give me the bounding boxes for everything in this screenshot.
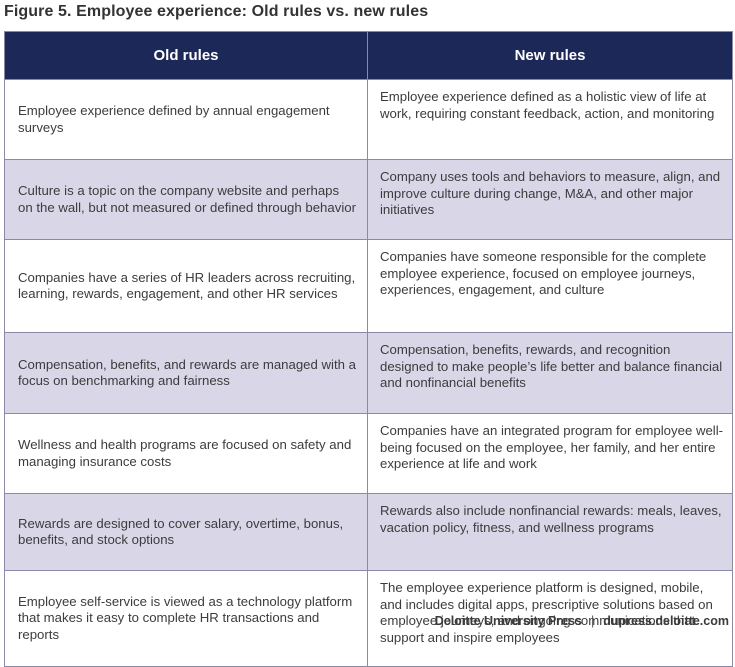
- header-old-rules: Old rules: [4, 31, 368, 80]
- old-rule-cell: Rewards are designed to cover salary, ov…: [4, 493, 368, 571]
- old-rule-text: Employee experience defined by annual en…: [18, 103, 330, 135]
- table-row: Wellness and health programs are focused…: [4, 413, 733, 494]
- publisher-url: dupress.deloitte.com: [603, 614, 729, 628]
- source-credit: Deloitte University Press | dupress.deloit…: [435, 614, 729, 628]
- header-new-rules: New rules: [367, 31, 733, 80]
- old-rule-cell: Employee experience defined by annual en…: [4, 79, 368, 160]
- old-rule-cell: Companies have a series of HR leaders ac…: [4, 239, 368, 333]
- new-rule-text: Companies have an integrated program for…: [380, 423, 724, 471]
- new-rule-cell: Company uses tools and behaviors to meas…: [367, 159, 733, 240]
- table-row: Compensation, benefits, and rewards are …: [4, 332, 733, 414]
- new-rule-text: Company uses tools and behaviors to meas…: [380, 169, 721, 217]
- new-rule-text: Rewards also include nonfinancial reward…: [380, 503, 722, 535]
- table-row: Companies have a series of HR leaders ac…: [4, 239, 733, 333]
- old-rule-text: Wellness and health programs are focused…: [18, 437, 352, 469]
- publisher-name: Deloitte University Press: [434, 614, 583, 628]
- table-row: Rewards are designed to cover salary, ov…: [4, 493, 733, 571]
- old-rule-text: Employee self-service is viewed as a tec…: [18, 593, 353, 642]
- footer-separator: |: [591, 614, 595, 628]
- new-rule-cell: Compensation, benefits, rewards, and rec…: [367, 332, 733, 414]
- new-rule-cell: Companies have an integrated program for…: [367, 413, 733, 494]
- new-rule-text: The employee experience platform is desi…: [380, 580, 713, 645]
- table-row: Culture is a topic on the company websit…: [4, 159, 733, 240]
- new-rule-text: Employee experience defined as a holisti…: [380, 89, 715, 121]
- old-rule-cell: Culture is a topic on the company websit…: [4, 159, 368, 240]
- old-rule-cell: Employee self-service is viewed as a tec…: [4, 570, 368, 667]
- old-rule-cell: Wellness and health programs are focused…: [4, 413, 368, 494]
- new-rule-text: Compensation, benefits, rewards, and rec…: [380, 342, 723, 390]
- table-header-row: Old rules New rules: [4, 31, 733, 80]
- new-rule-text: Companies have someone responsible for t…: [380, 249, 707, 297]
- new-rule-cell: Rewards also include nonfinancial reward…: [367, 493, 733, 571]
- comparison-table: Old rules New rules Employee experience …: [4, 31, 733, 667]
- old-rule-cell: Compensation, benefits, and rewards are …: [4, 332, 368, 414]
- figure-title: Figure 5. Employee experience: Old rules…: [4, 3, 429, 20]
- new-rule-cell: Employee experience defined as a holisti…: [367, 79, 733, 160]
- old-rule-text: Rewards are designed to cover salary, ov…: [18, 515, 344, 548]
- new-rule-cell: Companies have someone responsible for t…: [367, 239, 733, 333]
- old-rule-text: Compensation, benefits, and rewards are …: [18, 356, 356, 389]
- old-rule-text: Companies have a series of HR leaders ac…: [18, 269, 356, 302]
- old-rule-text: Culture is a topic on the company websit…: [18, 183, 356, 215]
- table-row: Employee experience defined by annual en…: [4, 79, 733, 160]
